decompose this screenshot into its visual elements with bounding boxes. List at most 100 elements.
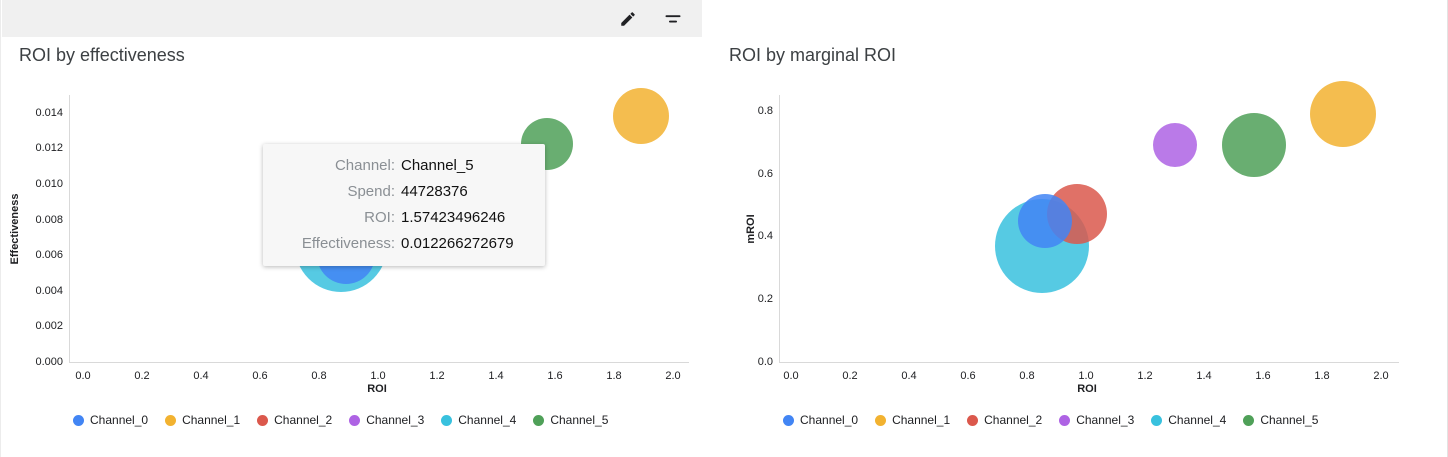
legend-color-dot [1059, 414, 1071, 426]
edit-button[interactable] [612, 3, 644, 35]
tooltip-label: Channel: [334, 157, 395, 174]
tooltip-row: Effectiveness: 0.012266272679 [277, 231, 531, 257]
legend-item-channel_5[interactable]: Channel_5 [1243, 413, 1318, 427]
x-axis-tick-label: 1.8 [1314, 370, 1330, 382]
x-axis-tick-label: 2.0 [1373, 370, 1389, 382]
y-axis-tick-label: 0.4 [757, 230, 773, 243]
legend-item-channel_0[interactable]: Channel_0 [73, 413, 148, 427]
x-axis-tick-label: 0.6 [252, 370, 268, 382]
y-axis-tick-label: 0.8 [757, 104, 773, 117]
legend-label: Channel_3 [366, 413, 425, 427]
filter-lines-icon [664, 10, 682, 28]
bubble-channel_5[interactable] [1222, 113, 1287, 178]
x-axis-tick-label: 1.6 [547, 370, 563, 382]
y-axis-tick-label: 0.004 [35, 284, 63, 297]
y-axis-tick-label: 0.002 [35, 320, 63, 333]
legend-item-channel_4[interactable]: Channel_4 [1151, 413, 1226, 427]
edit-pencil-icon [619, 10, 637, 28]
legend-color-dot [349, 414, 361, 426]
x-axis-line [69, 362, 689, 363]
y-axis-line [69, 95, 70, 363]
tooltip-value: 44728376 [401, 183, 468, 200]
filter-button[interactable] [657, 3, 689, 35]
chart-title: ROI by effectiveness [19, 45, 185, 65]
legend-item-channel_5[interactable]: Channel_5 [533, 413, 608, 427]
legend-color-dot [1243, 414, 1255, 426]
legend-label: Channel_2 [984, 413, 1043, 427]
tooltip-label: Spend: [347, 183, 395, 200]
y-axis-tick-label: 0.012 [35, 142, 63, 155]
tooltip-value: Channel_5 [401, 157, 474, 174]
legend-color-dot [73, 414, 84, 426]
tooltip-row: ROI: 1.57423496246 [277, 205, 531, 231]
x-axis-tick-label: 1.4 [1196, 370, 1212, 382]
y-axis-tick-label: 0.2 [757, 293, 773, 306]
legend-color-dot [441, 414, 453, 426]
tooltip: Channel: Channel_5 Spend: 44728376 ROI: … [263, 144, 545, 266]
x-axis-line [779, 362, 1399, 363]
x-axis-tick-label: 0.0 [75, 370, 91, 382]
legend-color-dot [257, 414, 269, 426]
legend-item-channel_1[interactable]: Channel_1 [875, 413, 950, 427]
legend-label: Channel_2 [274, 413, 333, 427]
bubble-channel_0[interactable] [1017, 193, 1072, 248]
legend-color-dot [967, 414, 979, 426]
x-axis-tick-label: 1.4 [488, 370, 504, 382]
x-axis-tick-label: 1.0 [370, 370, 386, 382]
legend-item-channel_4[interactable]: Channel_4 [441, 413, 516, 427]
tooltip-row: Spend: 44728376 [277, 179, 531, 205]
legend-item-channel_3[interactable]: Channel_3 [349, 413, 424, 427]
x-axis-tick-label: 1.2 [429, 370, 445, 382]
tooltip-label: Effectiveness: [301, 235, 395, 252]
x-axis-tick-label: 0.8 [1019, 370, 1035, 382]
bubble-channel_3[interactable] [1152, 123, 1197, 168]
x-axis-tick-label: 0.6 [960, 370, 976, 382]
legend-label: Channel_0 [90, 413, 149, 427]
chart-title: ROI by marginal ROI [729, 45, 897, 65]
plot-area [711, 0, 1447, 457]
bubble-channel_1[interactable] [612, 88, 669, 145]
x-axis-title: ROI [367, 383, 387, 395]
chart-toolbar [2, 0, 702, 37]
x-axis-tick-label: 0.2 [842, 370, 858, 382]
legend-color-dot [783, 414, 794, 426]
y-axis-tick-label: 0.014 [35, 106, 63, 119]
x-axis-tick-label: 0.2 [134, 370, 150, 382]
legend-label: Channel_5 [550, 413, 609, 427]
legend-item-channel_1[interactable]: Channel_1 [165, 413, 240, 427]
legend-label: Channel_1 [182, 413, 241, 427]
legend: Channel_0 Channel_1 Channel_2 Channel_3 Chan… [73, 413, 625, 427]
x-axis-tick-label: 0.4 [901, 370, 917, 382]
legend-item-channel_2[interactable]: Channel_2 [967, 413, 1042, 427]
legend-label: Channel_0 [800, 413, 859, 427]
legend-item-channel_2[interactable]: Channel_2 [257, 413, 332, 427]
y-axis-tick-label: 0.000 [35, 356, 63, 368]
x-axis-tick-label: 0.4 [193, 370, 209, 382]
tooltip-row: Channel: Channel_5 [277, 153, 531, 179]
x-axis-tick-label: 0.0 [783, 370, 799, 382]
legend-item-channel_0[interactable]: Channel_0 [783, 413, 858, 427]
x-axis-tick-label: 1.2 [1137, 370, 1153, 382]
legend: Channel_0 Channel_1 Channel_2 Channel_3 Chan… [783, 413, 1335, 427]
legend-label: Channel_1 [892, 413, 951, 427]
y-axis-tick-label: 0.010 [35, 178, 63, 190]
y-axis-tick-label: 0.008 [35, 213, 63, 226]
legend-color-dot [875, 414, 887, 426]
bubble-channel_1[interactable] [1309, 80, 1376, 147]
x-axis-title: ROI [1077, 383, 1097, 395]
x-axis-tick-label: 0.8 [311, 370, 327, 382]
legend-label: Channel_3 [1076, 413, 1135, 427]
y-axis-tick-label: 0.0 [757, 356, 773, 368]
y-axis-tick-label: 0.6 [757, 167, 773, 180]
tooltip-label: ROI: [364, 209, 395, 226]
x-axis-tick-label: 1.8 [606, 370, 622, 382]
x-axis-tick-label: 1.0 [1078, 370, 1094, 382]
legend-label: Channel_5 [1260, 413, 1319, 427]
legend-color-dot [533, 414, 545, 426]
x-axis-tick-label: 2.0 [665, 370, 681, 382]
legend-item-channel_3[interactable]: Channel_3 [1059, 413, 1134, 427]
legend-label: Channel_4 [1168, 413, 1227, 427]
x-axis-tick-label: 1.6 [1255, 370, 1271, 382]
legend-color-dot [165, 414, 177, 426]
